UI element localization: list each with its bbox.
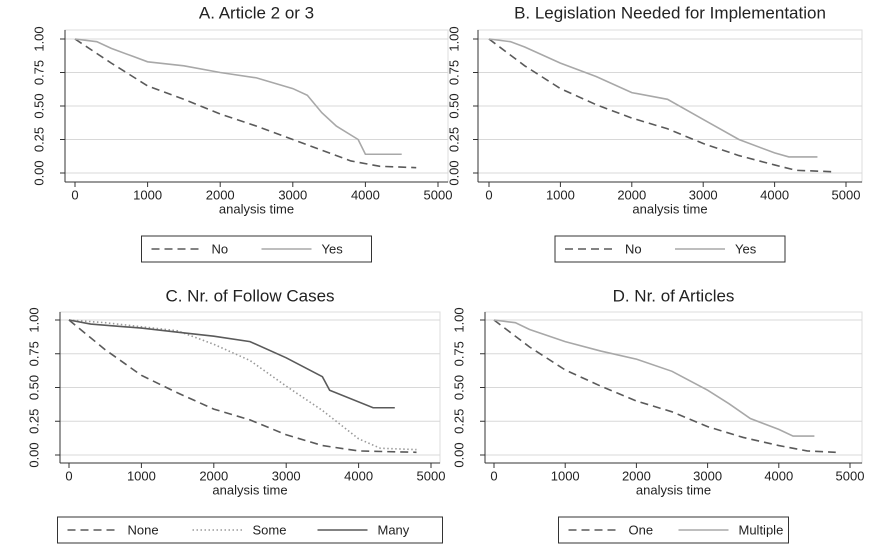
- y-tick-label: 0.25: [446, 127, 461, 152]
- x-tick-label: 3000: [278, 187, 307, 202]
- x-tick-label: 4000: [760, 187, 789, 202]
- chart-title: D. Nr. of Articles: [613, 286, 735, 305]
- x-tick-label: 2000: [622, 468, 651, 483]
- survival-curve: [68, 319, 417, 451]
- y-tick-label: 0.50: [26, 375, 41, 400]
- x-axis-label: analysis time: [632, 201, 707, 216]
- x-tick-label: 4000: [351, 187, 380, 202]
- y-tick-label: 0.25: [26, 409, 41, 434]
- x-tick-label: 5000: [832, 187, 861, 202]
- x-tick-label: 5000: [424, 187, 453, 202]
- legend-label: Yes: [735, 241, 757, 256]
- x-tick-label: 3000: [689, 187, 718, 202]
- x-tick-label: 0: [485, 187, 492, 202]
- survival-curve: [488, 38, 832, 173]
- x-tick-label: 2000: [206, 187, 235, 202]
- x-tick-label: 4000: [344, 468, 373, 483]
- y-tick-label: 0.50: [446, 93, 461, 118]
- survival-curve: [74, 38, 402, 156]
- y-tick-label: 0.75: [451, 341, 466, 366]
- chart-title: B. Legislation Needed for Implementation: [514, 3, 826, 22]
- y-tick-label: 0.00: [446, 160, 461, 185]
- x-tick-label: 1000: [133, 187, 162, 202]
- y-tick-label: 0.75: [26, 341, 41, 366]
- x-axis-label: analysis time: [636, 482, 711, 497]
- survival-curve: [493, 319, 815, 437]
- x-tick-label: 2000: [617, 187, 646, 202]
- survival-curve: [68, 319, 417, 454]
- x-tick-label: 1000: [127, 468, 156, 483]
- survival-curve: [74, 38, 417, 169]
- legend-label: Some: [253, 522, 287, 537]
- x-tick-label: 3000: [693, 468, 722, 483]
- legend-label: Yes: [322, 241, 344, 256]
- legend-label: None: [128, 522, 159, 537]
- legend-label: One: [629, 522, 654, 537]
- x-tick-label: 5000: [836, 468, 865, 483]
- chart-title: A. Article 2 or 3: [199, 3, 314, 22]
- y-tick-label: 1.00: [451, 307, 466, 332]
- y-tick-label: 0.25: [31, 127, 46, 152]
- legend-label: No: [212, 241, 229, 256]
- x-tick-label: 0: [65, 468, 72, 483]
- legend-label: Many: [378, 522, 410, 537]
- legend-label: Multiple: [739, 522, 784, 537]
- survival-curve: [68, 319, 395, 409]
- y-tick-label: 1.00: [26, 307, 41, 332]
- x-tick-label: 1000: [546, 187, 575, 202]
- y-tick-label: 0.00: [31, 160, 46, 185]
- x-tick-label: 1000: [551, 468, 580, 483]
- x-tick-label: 0: [71, 187, 78, 202]
- survival-curve: [493, 319, 836, 454]
- x-tick-label: 4000: [764, 468, 793, 483]
- y-tick-label: 1.00: [31, 26, 46, 51]
- y-tick-label: 0.00: [451, 442, 466, 467]
- x-tick-label: 0: [490, 468, 497, 483]
- y-tick-label: 0.00: [26, 442, 41, 467]
- x-tick-label: 2000: [199, 468, 228, 483]
- survival-curve: [488, 38, 818, 158]
- y-tick-label: 0.50: [451, 375, 466, 400]
- y-tick-label: 0.50: [31, 93, 46, 118]
- y-tick-label: 0.25: [451, 409, 466, 434]
- legend-label: No: [625, 241, 642, 256]
- chart-title: C. Nr. of Follow Cases: [165, 286, 334, 305]
- y-tick-label: 1.00: [446, 26, 461, 51]
- legend: [57, 516, 443, 544]
- y-tick-label: 0.75: [31, 60, 46, 85]
- y-tick-label: 0.75: [446, 60, 461, 85]
- x-tick-label: 5000: [417, 468, 446, 483]
- x-axis-label: analysis time: [212, 482, 287, 497]
- x-axis-label: analysis time: [219, 201, 294, 216]
- x-tick-label: 3000: [272, 468, 301, 483]
